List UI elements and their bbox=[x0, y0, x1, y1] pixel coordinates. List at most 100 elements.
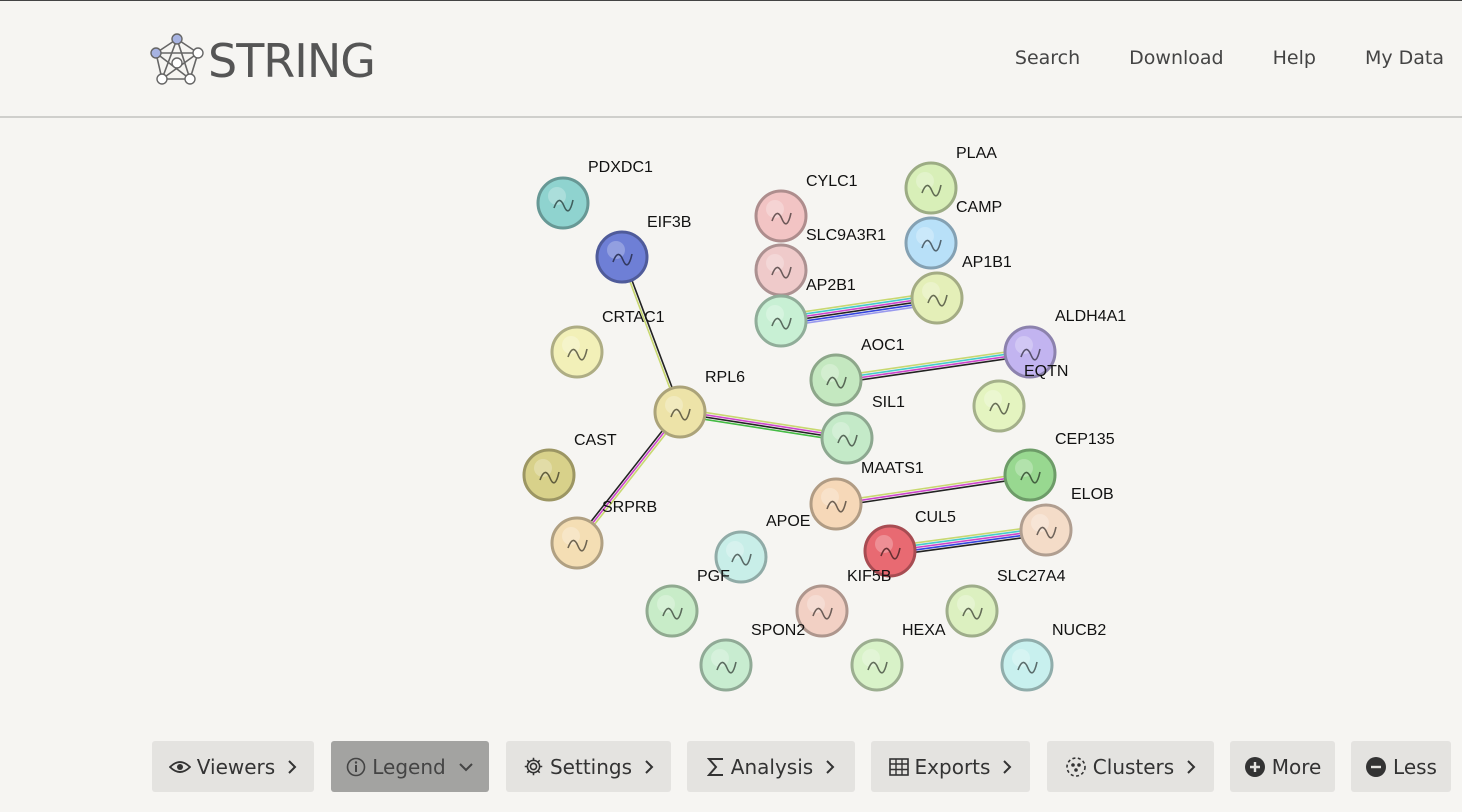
node-highlight bbox=[766, 305, 784, 323]
node-slc9a3r1[interactable]: SLC9A3R1 bbox=[754, 227, 886, 297]
evidence-line bbox=[781, 300, 938, 326]
node-label: APOE bbox=[766, 513, 810, 530]
edge-rpl6-sil1[interactable] bbox=[679, 407, 848, 443]
toolbar-button-label: Clusters bbox=[1092, 754, 1175, 779]
node-label: RPL6 bbox=[705, 369, 745, 386]
node-sil1[interactable]: SIL1 bbox=[820, 394, 905, 465]
evidence-line bbox=[835, 347, 1030, 378]
node-highlight bbox=[821, 364, 839, 382]
node-label: KIF5B bbox=[847, 568, 891, 585]
structure-thumbnail-icon bbox=[1020, 348, 1041, 361]
node-slc27a4[interactable]: SLC27A4 bbox=[945, 568, 1066, 638]
node-ap1b1[interactable]: AP1B1 bbox=[910, 254, 1012, 325]
node-highlight bbox=[875, 535, 893, 553]
node-elob[interactable]: ELOB bbox=[1019, 486, 1114, 557]
protein-network-canvas[interactable]: PDXDC1 EIF3B CRTAC1 RPL6 CAST SRPRB CYLC1 SLC9A… bbox=[0, 120, 1462, 720]
edge-eif3b-rpl6[interactable] bbox=[620, 256, 682, 413]
evidence-line bbox=[780, 291, 937, 317]
node-cast[interactable]: CAST bbox=[522, 432, 617, 502]
structure-thumbnail-icon bbox=[662, 607, 683, 620]
node-cul5[interactable]: CUL5 bbox=[863, 509, 956, 578]
evidence-line bbox=[836, 476, 1031, 508]
node-spon2[interactable]: SPON2 bbox=[699, 622, 805, 692]
evidence-line bbox=[836, 352, 1031, 382]
nav-download-link[interactable]: Download bbox=[1129, 47, 1224, 69]
node-label: PLAA bbox=[956, 145, 997, 162]
string-network-logo-icon bbox=[150, 33, 204, 85]
node-highlight bbox=[1015, 459, 1033, 477]
node-nucb2[interactable]: NUCB2 bbox=[1000, 622, 1106, 692]
nav-help-link[interactable]: Help bbox=[1272, 47, 1316, 69]
evidence-line bbox=[835, 471, 1030, 503]
node-aoc1[interactable]: AOC1 bbox=[809, 337, 905, 407]
clusters-button[interactable]: Clusters bbox=[1047, 741, 1214, 792]
node-label: AOC1 bbox=[861, 337, 905, 354]
viewers-button[interactable]: Viewers bbox=[152, 741, 314, 792]
analysis-button[interactable]: Analysis bbox=[687, 741, 855, 792]
node-apoe[interactable]: APOE bbox=[714, 513, 810, 584]
toolbar-button-label: Settings bbox=[549, 754, 633, 779]
structure-thumbnail-icon bbox=[927, 294, 948, 307]
structure-thumbnail-icon bbox=[539, 471, 560, 484]
node-eqtn[interactable]: EQTN bbox=[972, 363, 1068, 433]
structure-thumbnail-icon bbox=[837, 434, 858, 447]
node-camp[interactable]: CAMP bbox=[904, 199, 1002, 270]
node-crtac1[interactable]: CRTAC1 bbox=[550, 309, 665, 379]
node-aldh4a1[interactable]: ALDH4A1 bbox=[1003, 308, 1126, 379]
node-label: HEXA bbox=[902, 622, 946, 639]
chevron-right-icon bbox=[1002, 759, 1012, 775]
node-srprb[interactable]: SRPRB bbox=[550, 499, 657, 570]
node-label: CYLC1 bbox=[806, 173, 858, 190]
plus-circle-icon bbox=[1244, 756, 1266, 778]
nav-search-link[interactable]: Search bbox=[1014, 47, 1081, 69]
node-highlight bbox=[711, 649, 729, 667]
structure-thumbnail-icon bbox=[921, 239, 942, 252]
node-label: PGF bbox=[697, 568, 730, 585]
node-highlight bbox=[821, 488, 839, 506]
node-highlight bbox=[832, 422, 850, 440]
node-highlight bbox=[957, 595, 975, 613]
node-label: AP2B1 bbox=[806, 277, 856, 294]
structure-thumbnail-icon bbox=[567, 348, 588, 361]
edge-aoc1-aldh4a1[interactable] bbox=[835, 347, 1031, 385]
node-label: SLC27A4 bbox=[997, 568, 1066, 585]
nav-my-data-link[interactable]: My Data bbox=[1364, 47, 1444, 69]
table-icon bbox=[888, 757, 909, 776]
node-pdxdc1[interactable]: PDXDC1 bbox=[536, 159, 653, 230]
node-pgf[interactable]: PGF bbox=[645, 568, 730, 638]
node-highlight bbox=[726, 541, 744, 559]
edge-rpl6-srprb[interactable] bbox=[574, 410, 683, 545]
node-maats1[interactable]: MAATS1 bbox=[809, 460, 924, 531]
toolbar-button-label: Viewers bbox=[196, 754, 276, 779]
edge-maats1-cep135[interactable] bbox=[835, 471, 1031, 508]
node-rpl6[interactable]: RPL6 bbox=[653, 369, 745, 439]
evidence-line bbox=[620, 257, 680, 413]
node-kif5b[interactable]: KIF5B bbox=[795, 568, 891, 638]
structure-thumbnail-icon bbox=[880, 547, 901, 560]
legend-button[interactable]: Legend bbox=[331, 741, 489, 792]
settings-button[interactable]: Settings bbox=[506, 741, 671, 792]
chevron-right-icon bbox=[825, 759, 835, 775]
structure-thumbnail-icon bbox=[771, 266, 792, 279]
eye-icon bbox=[168, 759, 191, 775]
node-eif3b[interactable]: EIF3B bbox=[595, 214, 691, 284]
node-highlight bbox=[922, 282, 940, 300]
node-label: ALDH4A1 bbox=[1055, 308, 1126, 325]
node-ap2b1[interactable]: AP2B1 bbox=[754, 277, 856, 348]
evidence-line bbox=[835, 474, 1031, 505]
structure-thumbnail-icon bbox=[1017, 661, 1038, 674]
node-cylc1[interactable]: CYLC1 bbox=[754, 173, 858, 243]
string-logo[interactable]: STRING bbox=[148, 33, 376, 89]
node-highlight bbox=[1015, 336, 1033, 354]
evidence-line bbox=[890, 533, 1047, 557]
more-button[interactable]: More bbox=[1230, 741, 1335, 792]
exports-button[interactable]: Exports bbox=[871, 741, 1030, 792]
node-hexa[interactable]: HEXA bbox=[850, 622, 946, 692]
structure-thumbnail-icon bbox=[826, 500, 847, 513]
evidence-line bbox=[889, 524, 1046, 548]
node-highlight bbox=[766, 254, 784, 272]
less-button[interactable]: Less bbox=[1351, 741, 1451, 792]
node-cep135[interactable]: CEP135 bbox=[1003, 431, 1115, 502]
logo-text: STRING bbox=[208, 34, 376, 88]
node-plaa[interactable]: PLAA bbox=[904, 145, 997, 215]
